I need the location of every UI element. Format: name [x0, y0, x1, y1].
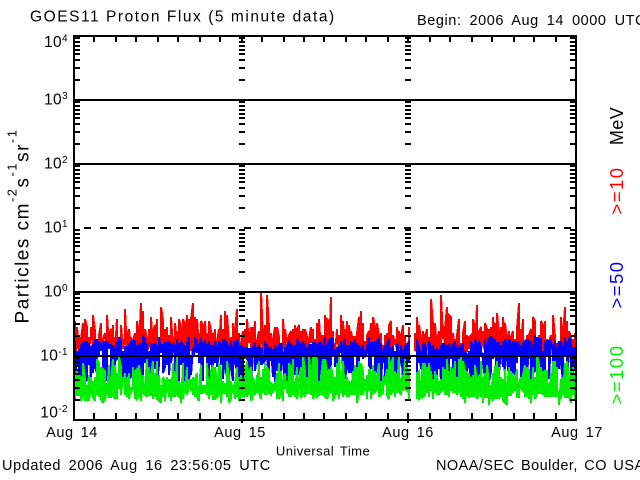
svg-text:101: 101: [44, 219, 68, 237]
svg-text:>=10: >=10: [606, 166, 627, 214]
svg-text:MeV: MeV: [607, 107, 627, 145]
svg-text:Aug 14: Aug 14: [46, 425, 98, 441]
svg-text:100: 100: [44, 283, 68, 301]
svg-text:>=50: >=50: [606, 260, 627, 308]
svg-text:104: 104: [44, 33, 68, 51]
svg-text:Aug 16: Aug 16: [382, 425, 434, 441]
svg-text:Aug 15: Aug 15: [214, 425, 266, 441]
svg-text:Universal Time: Universal Time: [276, 444, 370, 459]
svg-text:Begin: 2006 Aug 14 0000 UTC: Begin: 2006 Aug 14 0000 UTC: [417, 13, 640, 29]
svg-text:Updated 2006 Aug 16 23:56:05 U: Updated 2006 Aug 16 23:56:05 UTC: [2, 458, 271, 474]
svg-text:Aug 17: Aug 17: [551, 425, 603, 441]
svg-text:GOES11 Proton Flux (5 minute d: GOES11 Proton Flux (5 minute data): [30, 9, 336, 26]
svg-text:NOAA/SEC Boulder, CO USA: NOAA/SEC Boulder, CO USA: [436, 458, 640, 474]
svg-text:102: 102: [44, 155, 68, 173]
svg-text:103: 103: [44, 91, 68, 109]
svg-text:>=100: >=100: [606, 345, 627, 405]
